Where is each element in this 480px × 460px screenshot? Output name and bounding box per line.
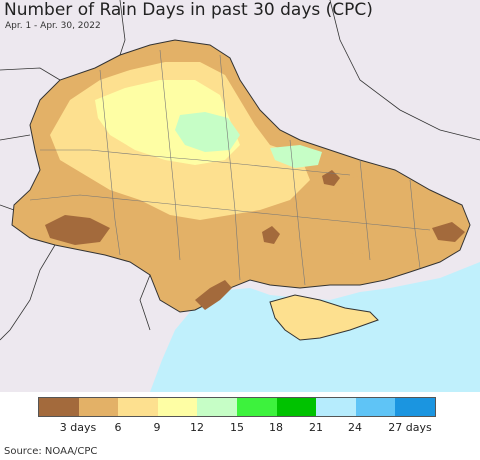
legend-tick-label: 21 [309,421,323,434]
zone-3-days-north [322,170,340,186]
legend-tick-label: 27 days [388,421,432,434]
zone-3-days-south [195,280,232,310]
zone-3-days-east [432,222,465,242]
zone-15-18-days-east [270,145,322,168]
legend-tick-label: 12 [190,421,204,434]
legend-swatch [236,398,277,416]
legend-tick-label: 24 [348,421,362,434]
zone-3-days-west [45,215,110,245]
legend-swatch [276,398,317,416]
legend-tick-label: 18 [269,421,283,434]
legend-tick-label: 3 days [59,421,97,434]
source-credit: Source: NOAA/CPC [4,446,98,457]
legend-swatch [157,398,198,416]
legend-tick-label: 9 [153,421,161,434]
legend-swatch [197,398,237,416]
oblast-borders [29,49,431,286]
zone-15-18-days [175,112,240,152]
legend-swatch [118,398,158,416]
legend-colorbar [38,397,436,417]
crimea [269,294,379,341]
legend-swatch [355,398,396,416]
map-title: Number of Rain Days in past 30 days (CPC… [4,0,373,20]
rain-days-map [0,0,480,392]
legend-tick-label: 6 [114,421,122,434]
zone-3-days-central [262,226,280,244]
legend-swatch [78,398,119,416]
country-borders [0,0,480,341]
legend-swatch [395,398,435,416]
zone-east-tan [330,175,455,262]
map-subtitle: Apr. 1 - Apr. 30, 2022 [5,21,101,31]
legend-swatch [39,398,79,416]
legend-swatch [316,398,356,416]
legend-tick-label: 15 [230,421,244,434]
